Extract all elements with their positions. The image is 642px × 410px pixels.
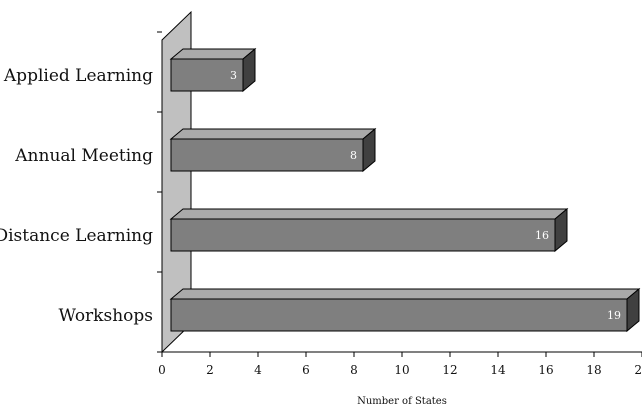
bar-data-label: 8 <box>350 149 357 162</box>
x-axis-title: Number of States <box>357 396 447 407</box>
x-tick-label: 12 <box>442 363 457 377</box>
bar-data-label: 16 <box>535 229 549 242</box>
bar-top <box>169 208 569 220</box>
x-tick-label: 10 <box>394 363 409 377</box>
x-tick-label: 4 <box>254 363 262 377</box>
bar-top <box>169 48 257 60</box>
bar-side <box>242 47 256 93</box>
x-tick-label: 2 <box>206 363 214 377</box>
label-layer: 0 2 4 6 8 10 12 14 16 18 20 3 Applied Learning 8 Annua… <box>0 66 642 377</box>
bar-front <box>170 218 556 252</box>
bar-front <box>170 138 364 172</box>
bar-side <box>626 287 640 333</box>
category-label: Annual Meeting <box>14 146 153 166</box>
x-tick-label: 8 <box>350 363 358 377</box>
x-tick-label: 14 <box>490 363 506 377</box>
x-tick-label: 6 <box>302 363 310 377</box>
bar-side <box>362 127 376 173</box>
category-label: Distance Learning <box>0 226 153 246</box>
bar-data-label: 3 <box>230 69 237 82</box>
bar-front <box>170 298 628 332</box>
bar-layer <box>169 47 641 333</box>
category-label: Workshops <box>59 306 154 326</box>
axis-layer <box>157 31 642 357</box>
x-tick-label: 18 <box>586 363 601 377</box>
bar-side <box>554 207 568 253</box>
category-label: Applied Learning <box>3 66 153 86</box>
x-tick-label: 0 <box>158 363 166 377</box>
bar-data-label: 19 <box>607 309 621 322</box>
bar-top <box>169 288 641 300</box>
x-tick-label: 20 <box>634 363 642 377</box>
bar-top <box>169 128 377 140</box>
x-tick-label: 16 <box>538 363 553 377</box>
